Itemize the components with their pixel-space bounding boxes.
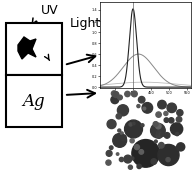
Circle shape: [142, 103, 153, 113]
Circle shape: [118, 95, 122, 100]
Circle shape: [125, 91, 130, 97]
Circle shape: [161, 133, 164, 136]
Circle shape: [176, 133, 179, 136]
Circle shape: [156, 112, 161, 117]
Circle shape: [164, 118, 169, 122]
Circle shape: [131, 91, 137, 97]
Circle shape: [153, 122, 158, 126]
Circle shape: [118, 129, 121, 132]
Circle shape: [164, 133, 170, 138]
Circle shape: [170, 123, 183, 135]
Circle shape: [111, 91, 117, 96]
Circle shape: [116, 153, 119, 155]
Circle shape: [151, 123, 165, 138]
Circle shape: [132, 140, 160, 167]
Circle shape: [155, 140, 157, 143]
Circle shape: [113, 92, 119, 97]
Circle shape: [164, 111, 168, 116]
Circle shape: [177, 143, 185, 151]
Circle shape: [109, 146, 113, 149]
Circle shape: [156, 124, 161, 129]
Circle shape: [158, 144, 179, 166]
Circle shape: [156, 133, 162, 138]
Circle shape: [113, 133, 127, 147]
Circle shape: [106, 160, 111, 165]
Bar: [6, 23, 62, 75]
Circle shape: [166, 158, 170, 162]
Circle shape: [176, 117, 182, 122]
Circle shape: [116, 114, 121, 119]
Circle shape: [121, 135, 126, 141]
Polygon shape: [18, 37, 36, 59]
Circle shape: [107, 120, 116, 129]
Circle shape: [139, 150, 144, 154]
Circle shape: [151, 159, 157, 164]
Circle shape: [121, 132, 123, 135]
Circle shape: [167, 103, 176, 113]
Circle shape: [159, 133, 163, 137]
Circle shape: [130, 139, 134, 143]
Circle shape: [143, 107, 146, 110]
Circle shape: [157, 131, 161, 135]
Text: UV: UV: [41, 4, 59, 17]
Circle shape: [124, 155, 132, 163]
Circle shape: [117, 105, 129, 116]
Text: Ag: Ag: [23, 93, 45, 110]
Circle shape: [158, 100, 166, 109]
Circle shape: [137, 104, 140, 108]
Circle shape: [131, 157, 134, 160]
Circle shape: [159, 143, 164, 148]
Circle shape: [135, 145, 139, 150]
Circle shape: [128, 165, 132, 169]
Circle shape: [141, 124, 144, 127]
Circle shape: [106, 151, 112, 156]
Text: Light: Light: [70, 16, 101, 30]
Circle shape: [119, 157, 124, 162]
Circle shape: [138, 97, 145, 103]
Circle shape: [137, 164, 141, 169]
Circle shape: [129, 123, 132, 126]
Bar: [6, 75, 62, 127]
Circle shape: [169, 118, 174, 123]
Circle shape: [133, 122, 135, 125]
Circle shape: [124, 120, 142, 138]
Circle shape: [111, 96, 119, 104]
Circle shape: [177, 110, 183, 116]
